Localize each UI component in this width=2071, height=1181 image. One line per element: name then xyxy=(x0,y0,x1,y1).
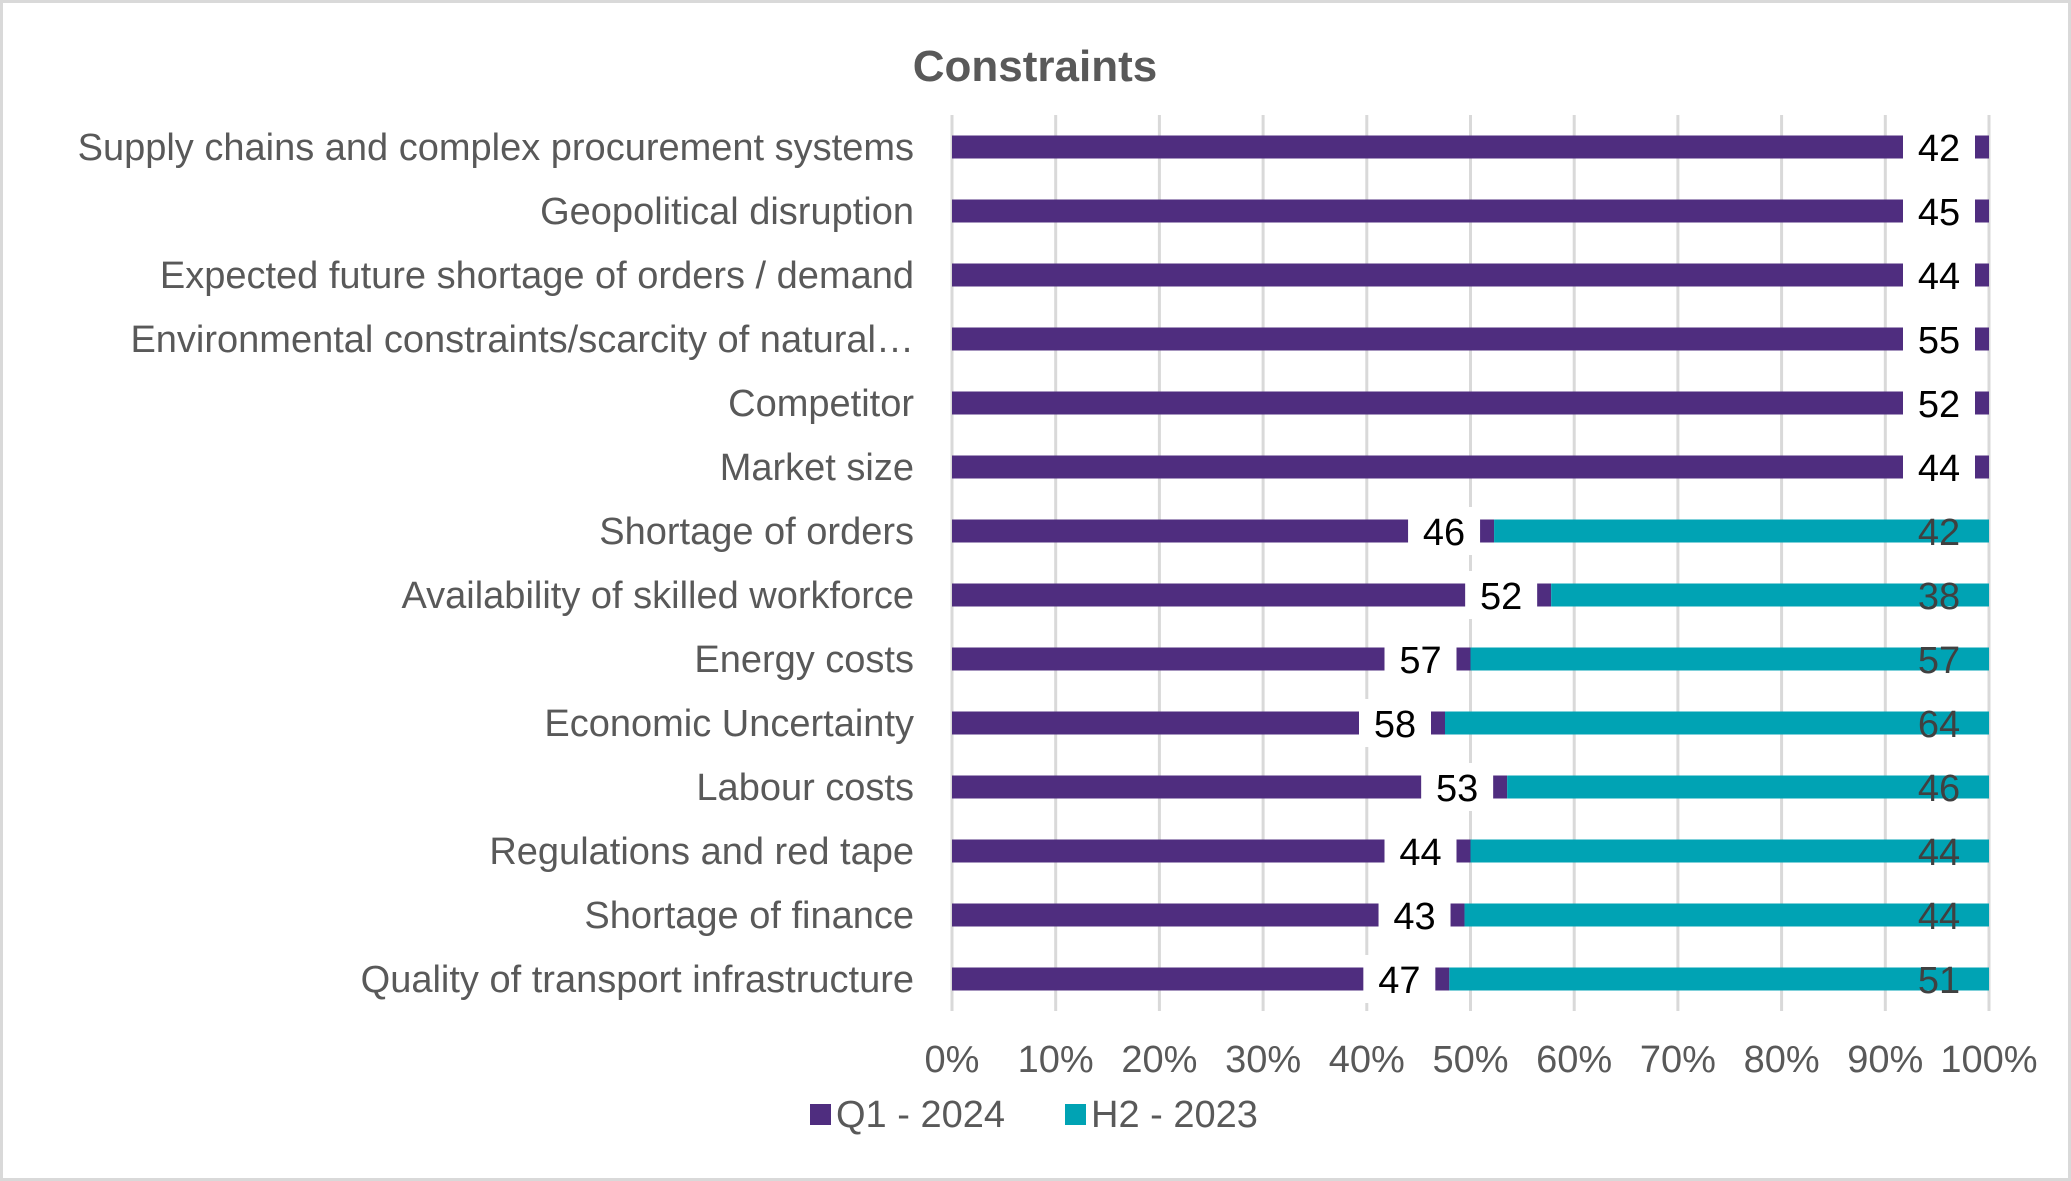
data-label-background xyxy=(1903,187,1975,235)
data-label-background xyxy=(1421,763,1494,811)
data-label-background xyxy=(1384,635,1457,683)
data-label-background xyxy=(1378,891,1451,939)
x-tick-label: 0% xyxy=(925,1039,980,1081)
x-tick-label: 10% xyxy=(1018,1039,1094,1081)
bar-q1-2024-shortage-of-orders xyxy=(952,519,1495,543)
category-label: Labour costs xyxy=(696,767,914,809)
bar-h2-2023-energy-costs xyxy=(1470,647,1989,671)
data-label-background xyxy=(1359,699,1431,747)
x-tick-label: 30% xyxy=(1225,1039,1301,1081)
category-label: Shortage of orders xyxy=(599,511,914,553)
category-labels: Supply chains and complex procurement sy… xyxy=(78,127,915,1001)
category-label: Shortage of finance xyxy=(584,895,914,937)
bar-h2-2023-regulations-and-red-tape xyxy=(1470,839,1989,863)
data-label-background xyxy=(1903,315,1975,363)
bar-q1-2024-supply-chains-and-complex-procurement-systems xyxy=(952,135,1989,159)
category-label: Availability of skilled workforce xyxy=(402,575,915,617)
bar-q1-2024-shortage-of-finance xyxy=(952,903,1465,927)
bar-h2-2023-shortage-of-orders xyxy=(1494,519,1989,543)
x-tick-label: 50% xyxy=(1432,1039,1508,1081)
data-label-h2-2023: 46 xyxy=(1918,768,1960,810)
data-label-background xyxy=(1363,955,1436,1003)
x-tick-label: 20% xyxy=(1121,1039,1197,1081)
bar-q1-2024-environmental-constraints-scarcity-of-natural xyxy=(952,327,1989,351)
data-label-background xyxy=(1903,443,1975,491)
data-label-q1-2024: 55 xyxy=(1918,320,1960,362)
bars xyxy=(952,135,1989,991)
data-label-q1-2024: 44 xyxy=(1918,448,1960,490)
bar-q1-2024-quality-of-transport-infrastructure xyxy=(952,967,1450,991)
legend-label-q1-2024: Q1 - 2024 xyxy=(836,1094,1005,1136)
legend-swatch-h2-2023 xyxy=(1065,1104,1086,1125)
data-label-h2-2023: 57 xyxy=(1918,640,1960,682)
data-label-q1-2024: 52 xyxy=(1480,576,1522,618)
data-label-h2-2023: 42 xyxy=(1918,512,1960,554)
data-label-background xyxy=(1384,827,1457,875)
bar-q1-2024-market-size xyxy=(952,455,1989,479)
data-label-q1-2024: 45 xyxy=(1918,192,1960,234)
category-label: Geopolitical disruption xyxy=(540,191,914,233)
bar-h2-2023-labour-costs xyxy=(1507,775,1989,799)
bar-q1-2024-availability-of-skilled-workforce xyxy=(952,583,1552,607)
data-label-q1-2024: 46 xyxy=(1423,512,1465,554)
category-label: Market size xyxy=(720,447,914,489)
bar-h2-2023-economic-uncertainty xyxy=(1445,711,1989,735)
x-tick-label: 60% xyxy=(1536,1039,1612,1081)
data-label-q1-2024: 53 xyxy=(1436,768,1478,810)
x-tick-label: 100% xyxy=(1940,1039,2037,1081)
data-label-h2-2023: 38 xyxy=(1918,576,1960,618)
category-label: Supply chains and complex procurement sy… xyxy=(78,127,914,169)
bar-q1-2024-geopolitical-disruption xyxy=(952,199,1989,223)
bar-q1-2024-economic-uncertainty xyxy=(952,711,1445,735)
bar-q1-2024-expected-future-shortage-of-orders-demand xyxy=(952,263,1989,287)
data-label-background xyxy=(1408,507,1481,555)
data-label-background xyxy=(1903,379,1975,427)
x-tick-label: 70% xyxy=(1640,1039,1716,1081)
legend-label-h2-2023: H2 - 2023 xyxy=(1091,1094,1258,1136)
category-label: Economic Uncertainty xyxy=(544,703,914,745)
category-label: Competitor xyxy=(728,383,914,425)
data-label-q1-2024: 44 xyxy=(1918,256,1960,298)
bar-q1-2024-energy-costs xyxy=(952,647,1471,671)
data-label-background xyxy=(1903,251,1975,299)
data-label-q1-2024: 42 xyxy=(1918,128,1960,170)
x-axis-ticks: 0% 10% 20% 30% 40% 50% 60% 70% 80% 90% 100% xyxy=(925,1039,2038,1081)
data-label-q1-2024: 58 xyxy=(1374,704,1416,746)
data-label-q1-2024: 52 xyxy=(1918,384,1960,426)
data-label-q1-2024: 43 xyxy=(1393,896,1435,938)
category-label: Regulations and red tape xyxy=(489,831,914,873)
category-label: Quality of transport infrastructure xyxy=(361,959,914,1001)
category-label: Expected future shortage of orders / dem… xyxy=(160,255,914,297)
x-tick-label: 80% xyxy=(1744,1039,1820,1081)
data-label-h2-2023: 51 xyxy=(1918,960,1960,1002)
data-label-q1-2024: 44 xyxy=(1399,832,1441,874)
bar-q1-2024-regulations-and-red-tape xyxy=(952,839,1471,863)
x-tick-label: 40% xyxy=(1329,1039,1405,1081)
bar-q1-2024-labour-costs xyxy=(952,775,1508,799)
category-label: Environmental constraints/scarcity of na… xyxy=(130,319,914,361)
data-label-q1-2024: 47 xyxy=(1378,960,1420,1002)
data-label-h2-2023: 64 xyxy=(1918,704,1960,746)
gridlines xyxy=(950,115,1991,1011)
x-tick-label: 90% xyxy=(1847,1039,1923,1081)
data-label-q1-2024: 57 xyxy=(1399,640,1441,682)
data-label-h2-2023: 44 xyxy=(1918,896,1960,938)
data-labels: 42 45 44 55 52 44 46 42 52 38 57 57 58 64 53 46 44 44 43 44… xyxy=(1359,123,1975,1003)
data-label-h2-2023: 44 xyxy=(1918,832,1960,874)
legend-swatch-q1-2024 xyxy=(810,1104,831,1125)
chart-title: Constraints xyxy=(913,42,1157,91)
category-label: Energy costs xyxy=(694,639,914,681)
bar-h2-2023-quality-of-transport-infrastructure xyxy=(1449,967,1989,991)
data-label-background xyxy=(1465,571,1538,619)
legend: Q1 - 2024 H2 - 2023 xyxy=(810,1094,1258,1136)
bar-q1-2024-competitor xyxy=(952,391,1989,415)
bar-h2-2023-shortage-of-finance xyxy=(1464,903,1989,927)
data-label-background xyxy=(1903,123,1975,171)
bar-h2-2023-availability-of-skilled-workforce xyxy=(1551,583,1989,607)
